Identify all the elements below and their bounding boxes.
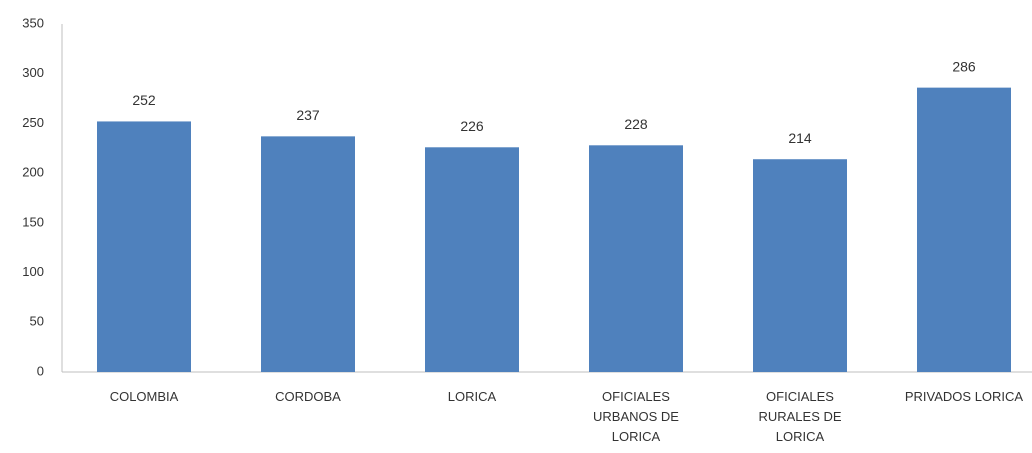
y-tick-label: 200 — [22, 165, 44, 180]
x-tick-label: OFICIALES URBANOS DE LORICA — [593, 389, 679, 444]
y-tick-label: 100 — [22, 264, 44, 279]
x-tick-label: OFICIALES RURALES DE LORICA — [758, 389, 841, 444]
y-tick-label: 150 — [22, 214, 44, 229]
data-label: 237 — [296, 107, 320, 123]
x-tick-label: PRIVADOS LORICA — [905, 389, 1024, 404]
y-tick-label: 250 — [22, 115, 44, 130]
bar — [425, 147, 519, 372]
data-label: 228 — [624, 116, 648, 132]
y-tick-label: 0 — [37, 363, 44, 378]
x-tick-label: COLOMBIA — [110, 389, 179, 404]
data-label: 214 — [788, 130, 812, 146]
data-label: 286 — [952, 58, 976, 74]
y-tick-label: 350 — [22, 15, 44, 30]
bar — [753, 159, 847, 372]
data-label: 226 — [460, 118, 484, 134]
bar — [97, 121, 191, 372]
bar — [917, 87, 1011, 373]
y-tick-label: 300 — [22, 65, 44, 80]
bar — [261, 136, 355, 372]
bar — [589, 145, 683, 372]
x-tick-label: LORICA — [448, 389, 497, 404]
y-tick-label: 50 — [30, 314, 44, 329]
x-tick-label: CORDOBA — [275, 389, 341, 404]
data-label: 252 — [132, 92, 156, 108]
